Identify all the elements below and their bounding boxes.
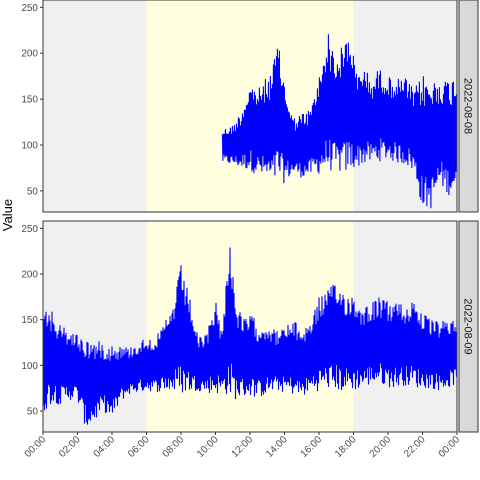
x-tick-label: 02:00 xyxy=(57,434,83,460)
facet-strip-label: 2022-08-08 xyxy=(462,78,474,134)
x-axis: 00:00 02:00 04:00 06:00 08:00 10:00 12:00 14:00… xyxy=(23,432,463,460)
y-tick-label: 100 xyxy=(21,361,38,372)
x-tick-label: 00:00 xyxy=(437,434,463,460)
x-tick-label: 18:00 xyxy=(333,434,359,460)
x-tick-label: 08:00 xyxy=(161,434,187,460)
y-tick-label: 200 xyxy=(21,49,38,60)
facet-strip-label: 2022-08-09 xyxy=(462,298,474,354)
y-tick-label: 250 xyxy=(21,224,38,235)
y-tick-label: 150 xyxy=(21,315,38,326)
x-tick-label: 16:00 xyxy=(299,434,325,460)
facet-panel: 50 100 150 200 250 2022-08-08 xyxy=(21,0,478,212)
x-tick-label: 14:00 xyxy=(264,434,290,460)
x-tick-label: 20:00 xyxy=(368,434,394,460)
y-tick-label: 50 xyxy=(27,186,39,197)
x-tick-label: 06:00 xyxy=(126,434,152,460)
y-tick-label: 150 xyxy=(21,95,38,106)
y-tick-label: 250 xyxy=(21,3,38,14)
facet-panels: 50 100 150 200 250 2022-08-08 50 100 150 200 250 20… xyxy=(21,0,478,432)
facet-panel: 50 100 150 200 250 2022-08-09 xyxy=(21,221,478,432)
y-tick-label: 200 xyxy=(21,269,38,280)
x-tick-label: 22:00 xyxy=(402,434,428,460)
x-tick-label: 12:00 xyxy=(230,434,256,460)
y-tick-label: 50 xyxy=(27,406,39,417)
y-axis-title: Value xyxy=(0,199,15,231)
x-tick-label: 00:00 xyxy=(23,434,49,460)
y-tick-label: 100 xyxy=(21,141,38,152)
x-tick-label: 10:00 xyxy=(195,434,221,460)
x-tick-label: 04:00 xyxy=(92,434,118,460)
